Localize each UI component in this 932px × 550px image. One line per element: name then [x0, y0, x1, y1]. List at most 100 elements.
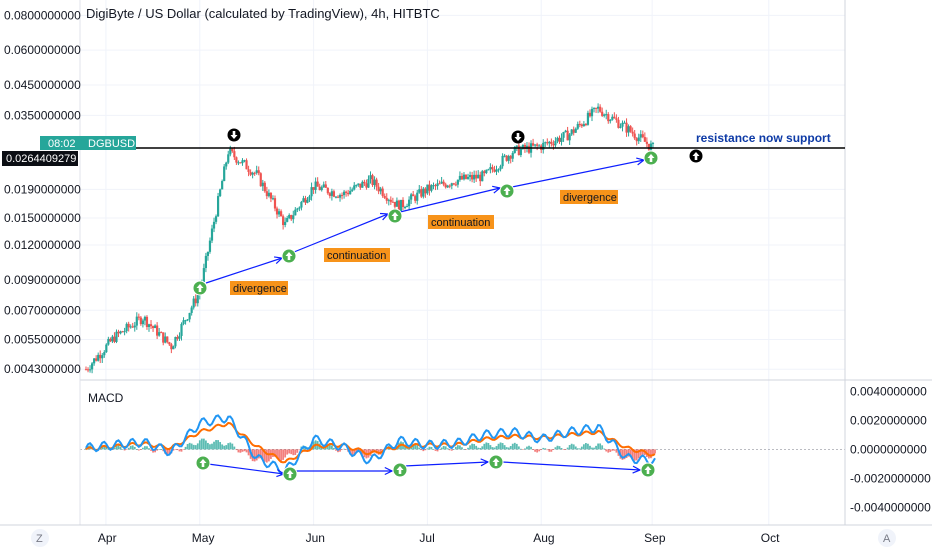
- candle-body: [605, 114, 608, 116]
- green-up-arrow-icon: [488, 454, 504, 470]
- candle-body: [271, 198, 275, 200]
- symbol-tag: 08:02 DGBUSD: [40, 136, 136, 150]
- macd-histogram-bar: [507, 447, 510, 450]
- macd-line: [85, 414, 656, 475]
- candle-body: [105, 344, 108, 353]
- candle-body: [267, 192, 270, 197]
- grid: [80, 0, 845, 525]
- candle-body: [546, 142, 549, 144]
- macd-arrow-3: [403, 461, 489, 467]
- macd-histogram-bar: [613, 449, 616, 451]
- macd-histogram-bar: [186, 444, 189, 450]
- macd-histogram-bar: [243, 449, 246, 452]
- candle-body: [377, 186, 380, 192]
- macd-histogram-bar: [180, 449, 183, 452]
- candle-body: [468, 175, 472, 177]
- candle-body: [446, 185, 449, 188]
- candle-body: [599, 106, 602, 112]
- macd-histogram-bar: [213, 441, 215, 450]
- macd-histogram-bar: [221, 444, 224, 450]
- candle-body: [194, 298, 197, 304]
- macd-histogram-bar: [146, 446, 148, 450]
- macd-histogram-bar: [456, 445, 459, 450]
- macd-histogram-bar: [113, 447, 116, 450]
- macd-histogram-bar: [560, 448, 563, 450]
- candle-body: [310, 187, 313, 197]
- macd-histogram-bar: [609, 449, 612, 452]
- macd-histogram-bar: [174, 449, 177, 450]
- candle-body: [241, 160, 244, 164]
- macd-histogram-bar: [198, 440, 201, 450]
- candle-body: [479, 174, 482, 182]
- candle-body: [296, 208, 299, 210]
- candle-body: [180, 323, 183, 336]
- macd-histogram-bar: [461, 447, 463, 450]
- macd-histogram-bar: [493, 447, 496, 450]
- candle-body: [216, 196, 220, 217]
- auto-scale-button[interactable]: A: [878, 529, 896, 547]
- candle-body: [645, 141, 648, 144]
- macd-histogram-bar: [115, 445, 118, 450]
- candle-body: [399, 199, 403, 212]
- candle-body: [257, 170, 260, 174]
- candle-body: [521, 144, 525, 149]
- macd-histogram-bar: [211, 443, 213, 450]
- candle-body: [223, 166, 226, 182]
- macd-histogram-bar: [589, 445, 591, 450]
- macd-histogram-bar: [611, 449, 614, 451]
- candle-body: [192, 298, 195, 308]
- macd-arrow-4-head: [632, 465, 642, 474]
- macd-histogram-bar: [274, 449, 276, 457]
- macd-histogram-bar: [292, 449, 295, 456]
- green-up-arrow-icon: [192, 280, 208, 296]
- macd-histogram-bar: [526, 446, 528, 450]
- candle-body: [513, 147, 516, 153]
- macd-histogram-bar: [550, 449, 553, 452]
- candle-body: [196, 295, 199, 304]
- candle-body: [316, 181, 319, 187]
- macd-histogram-bar: [282, 449, 285, 460]
- candle-body: [410, 194, 413, 200]
- macd-tick-label: 0.0000000000: [850, 442, 927, 456]
- candle-body: [576, 123, 579, 129]
- macd-histogram-bar: [190, 443, 193, 450]
- candle-body: [115, 331, 118, 342]
- macd-arrow-4: [501, 461, 641, 471]
- price-tick-label: 0.0150000000: [4, 211, 81, 225]
- candle-body: [637, 137, 640, 142]
- candle-body: [355, 184, 358, 186]
- candle-body: [550, 141, 553, 144]
- candle-body: [221, 181, 224, 190]
- symbol-tag-symbol: DGBUSD: [88, 138, 135, 150]
- candle-body: [582, 124, 585, 127]
- icons: [192, 128, 703, 482]
- green-up-arrow-icon: [281, 248, 297, 264]
- candle-body: [560, 137, 563, 142]
- candle-body: [342, 191, 346, 196]
- candle-body: [487, 169, 490, 171]
- svg-text:divergence: divergence: [563, 192, 617, 204]
- candle-body: [538, 145, 541, 147]
- candle-body: [627, 126, 630, 133]
- candle-body: [649, 143, 653, 150]
- macd-histogram-bar: [359, 449, 362, 453]
- macd-histogram-bar: [572, 444, 575, 450]
- macd-histogram-bar: [615, 449, 618, 453]
- macd-histogram-bar: [501, 443, 504, 450]
- candle-body: [253, 172, 256, 174]
- macd-histogram-bar: [225, 445, 228, 450]
- macd-histogram-bar: [574, 446, 577, 450]
- candle-body: [182, 320, 185, 324]
- macd-histogram-bar: [298, 449, 301, 450]
- candle-body: [210, 228, 214, 241]
- macd-histogram-bar: [263, 449, 266, 462]
- candle-body: [125, 323, 128, 332]
- candle-body: [127, 323, 130, 328]
- candle-body: [109, 338, 112, 342]
- candle-body: [422, 188, 425, 197]
- macd-histogram-bar: [343, 448, 345, 450]
- time-tick-label: Jul: [419, 531, 434, 545]
- macd-histogram-bar: [568, 445, 571, 450]
- macd-tick-label: -0.0040000000: [850, 500, 931, 514]
- zoom-button[interactable]: Z: [31, 529, 49, 547]
